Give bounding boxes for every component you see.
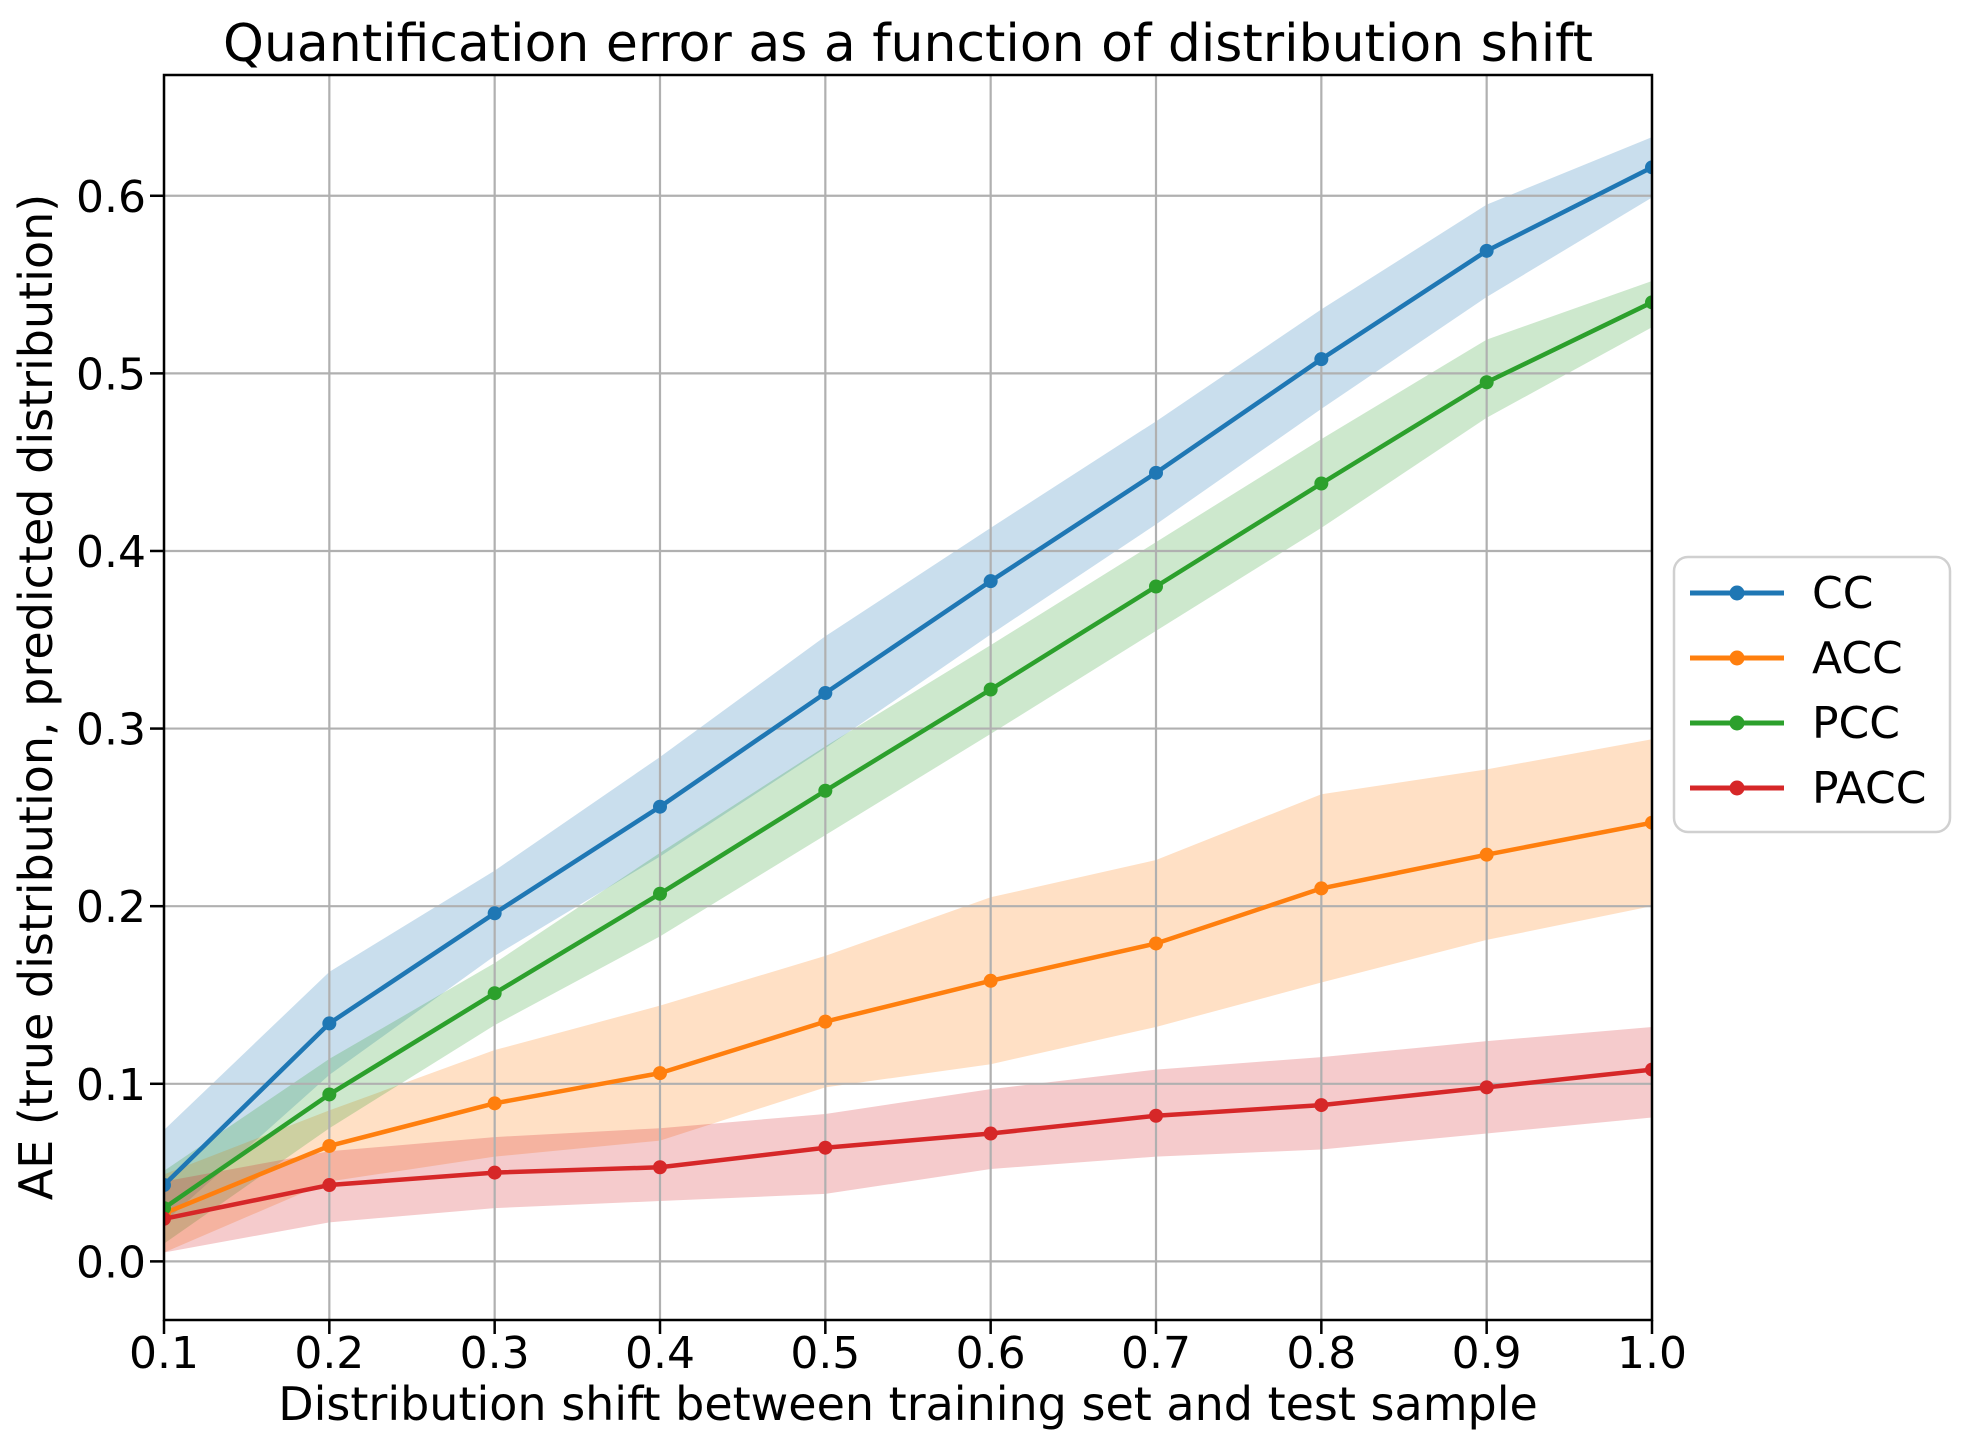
data-point-pcc-0.7 <box>1149 579 1163 594</box>
series-line-acc <box>164 820 1652 1216</box>
legend-marker-pcc <box>1729 715 1745 731</box>
legend-label-pcc: PCC <box>1812 698 1900 749</box>
data-point-cc-0.9 <box>1479 243 1494 258</box>
data-point-pacc-0.1 <box>164 1211 171 1226</box>
legend-marker-pacc <box>1729 780 1745 796</box>
data-point-pcc-0.5 <box>818 783 833 798</box>
tick-label-x-0.4: 0.4 <box>625 1328 695 1379</box>
tick-label-x-1.0: 1.0 <box>1617 1328 1687 1379</box>
tick-label-y-0.4: 0.4 <box>76 527 146 578</box>
legend-item-cc: CC <box>1690 568 1873 619</box>
data-point-acc-0.6 <box>983 973 998 988</box>
legend-marker-cc <box>1729 585 1745 601</box>
tick-label-y-0.0: 0.0 <box>76 1237 146 1288</box>
data-point-pcc-0.3 <box>487 986 502 1001</box>
data-point-pacc-0.2 <box>322 1178 337 1193</box>
data-point-acc-0.7 <box>1149 936 1163 951</box>
legend-label-cc: CC <box>1812 568 1873 619</box>
plot-area-border <box>162 73 1654 1322</box>
confidence-band-acc <box>164 739 1652 1253</box>
data-point-pcc-0.2 <box>322 1087 337 1102</box>
data-point-pacc-0.3 <box>487 1165 502 1180</box>
confidence-bands-layer <box>164 137 1652 1253</box>
data-point-cc-0.8 <box>1314 352 1329 367</box>
data-point-pacc-1.0 <box>1645 1062 1652 1077</box>
tick-label-x-0.8: 0.8 <box>1286 1328 1356 1379</box>
series-pacc <box>164 1062 1652 1226</box>
data-point-pcc-0.6 <box>983 682 998 697</box>
data-point-acc-0.9 <box>1479 847 1494 862</box>
data-point-pacc-0.9 <box>1479 1080 1494 1095</box>
tick-label-x-0.7: 0.7 <box>1121 1328 1191 1379</box>
data-point-acc-0.8 <box>1314 881 1329 896</box>
legend-item-acc: ACC <box>1690 633 1903 684</box>
data-point-acc-0.4 <box>653 1066 667 1081</box>
data-point-pacc-0.7 <box>1149 1108 1163 1123</box>
data-point-acc-0.5 <box>818 1014 833 1029</box>
series-pcc <box>164 295 1652 1216</box>
chart-title: Quantification error as a function of di… <box>223 14 1593 74</box>
confidence-band-cc <box>164 137 1652 1223</box>
series-line-cc <box>164 165 1652 1187</box>
data-point-cc-0.5 <box>818 686 833 701</box>
data-point-cc-0.7 <box>1149 465 1163 480</box>
data-point-cc-0.2 <box>322 1016 337 1031</box>
data-point-pcc-0.8 <box>1314 476 1329 491</box>
data-point-acc-1.0 <box>1645 815 1652 830</box>
data-point-pacc-0.5 <box>818 1140 833 1155</box>
data-point-pacc-0.8 <box>1314 1098 1329 1113</box>
x-axis-label: Distribution shift between training set … <box>278 1377 1538 1431</box>
data-point-pcc-0.4 <box>653 886 667 901</box>
data-point-pacc-0.4 <box>653 1160 667 1175</box>
data-point-cc-0.6 <box>983 574 998 589</box>
legend-label-acc: ACC <box>1812 633 1903 684</box>
legend-label-pacc: PACC <box>1812 763 1927 814</box>
series-line-pcc <box>164 300 1652 1210</box>
legend-item-pcc: PCC <box>1690 698 1900 749</box>
tick-label-x-0.3: 0.3 <box>460 1328 530 1379</box>
data-point-pcc-0.9 <box>1479 375 1494 390</box>
legend-box <box>1672 555 1952 834</box>
data-point-pcc-1.0 <box>1645 295 1652 310</box>
legend-marker-acc <box>1729 650 1745 666</box>
data-point-pacc-0.6 <box>983 1126 998 1141</box>
data-point-cc-0.1 <box>164 1178 171 1193</box>
tick-label-y-0.6: 0.6 <box>76 172 146 223</box>
series-line-pacc <box>164 1067 1652 1221</box>
legend-item-pacc: PACC <box>1690 763 1927 814</box>
axis-ticks-layer: 0.1 0.2 0.3 0.4 0.5 0.6 0.7 0.8 0.9 1.0 0.0 0.1 0.2 0… <box>76 172 1687 1379</box>
tick-label-x-0.6: 0.6 <box>956 1328 1026 1379</box>
data-point-acc-0.3 <box>487 1096 502 1111</box>
y-axis-label: AE (true distribution, predicted distrib… <box>9 194 63 1200</box>
gridlines-layer <box>164 75 1652 1320</box>
tick-label-x-0.5: 0.5 <box>790 1328 860 1379</box>
data-point-cc-0.3 <box>487 906 502 921</box>
tick-label-y-0.3: 0.3 <box>76 705 146 756</box>
tick-label-x-0.2: 0.2 <box>294 1328 364 1379</box>
data-point-pcc-0.1 <box>164 1201 171 1216</box>
tick-label-y-0.1: 0.1 <box>76 1060 146 1111</box>
legend: CC ACC PCC PACC <box>1672 555 1952 834</box>
tick-label-y-0.2: 0.2 <box>76 882 146 933</box>
data-point-cc-1.0 <box>1645 160 1652 175</box>
tick-label-x-0.1: 0.1 <box>129 1328 199 1379</box>
tick-label-y-0.5: 0.5 <box>76 349 146 400</box>
tick-label-x-0.9: 0.9 <box>1452 1328 1522 1379</box>
series-cc <box>164 160 1652 1193</box>
data-point-acc-0.2 <box>322 1138 337 1153</box>
data-point-cc-0.4 <box>653 799 667 814</box>
series-lines-layer <box>164 160 1652 1226</box>
confidence-band-pcc <box>164 281 1652 1244</box>
